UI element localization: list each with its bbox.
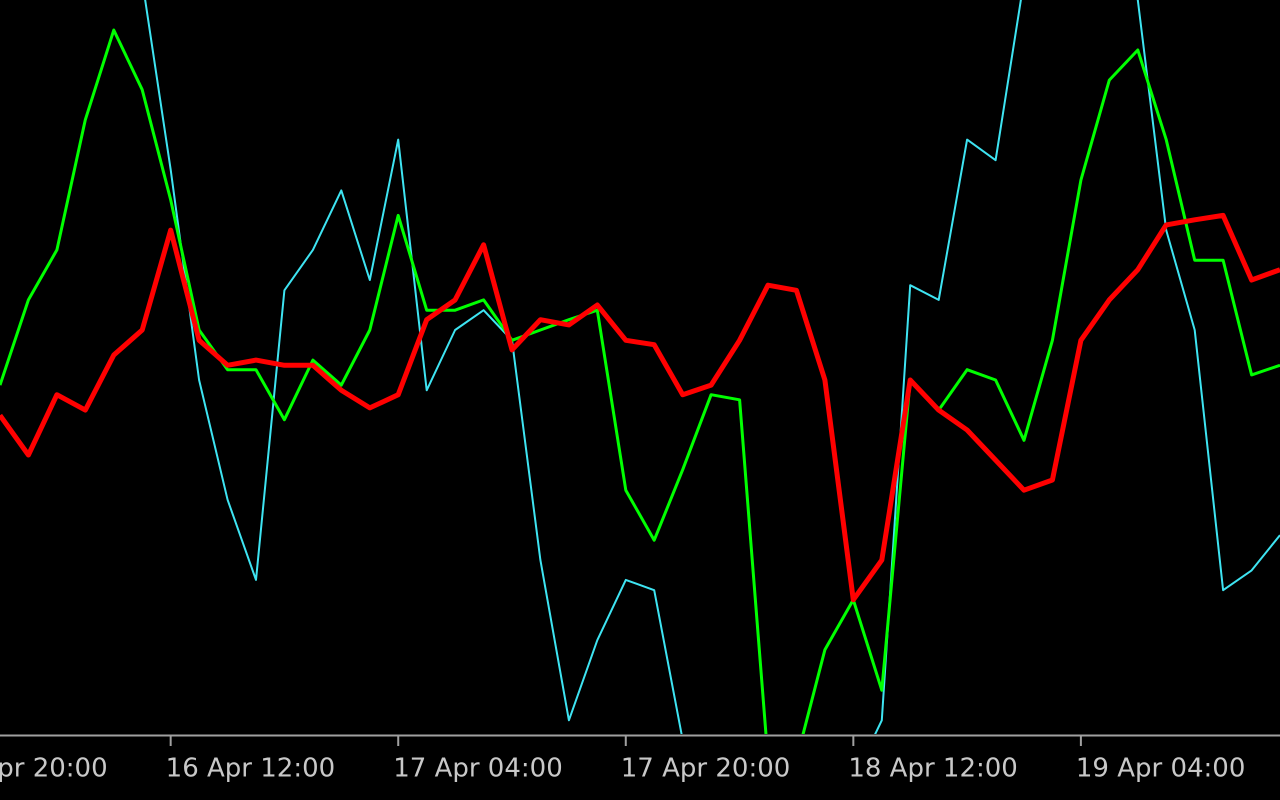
series-line: [144, 0, 1280, 734]
plot-area: [0, 0, 1280, 734]
x-tick-label: 17 Apr 20:00: [621, 754, 791, 784]
x-tick-label: 17 Apr 04:00: [393, 754, 563, 784]
series-line: [0, 212, 1280, 603]
x-tick-label: 15 Apr 20:00: [0, 754, 108, 784]
x-tick-label: 18 Apr 12:00: [848, 754, 1018, 784]
x-tick-label: 16 Apr 12:00: [166, 754, 336, 784]
x-tick-label: 19 Apr 04:00: [1076, 754, 1246, 784]
